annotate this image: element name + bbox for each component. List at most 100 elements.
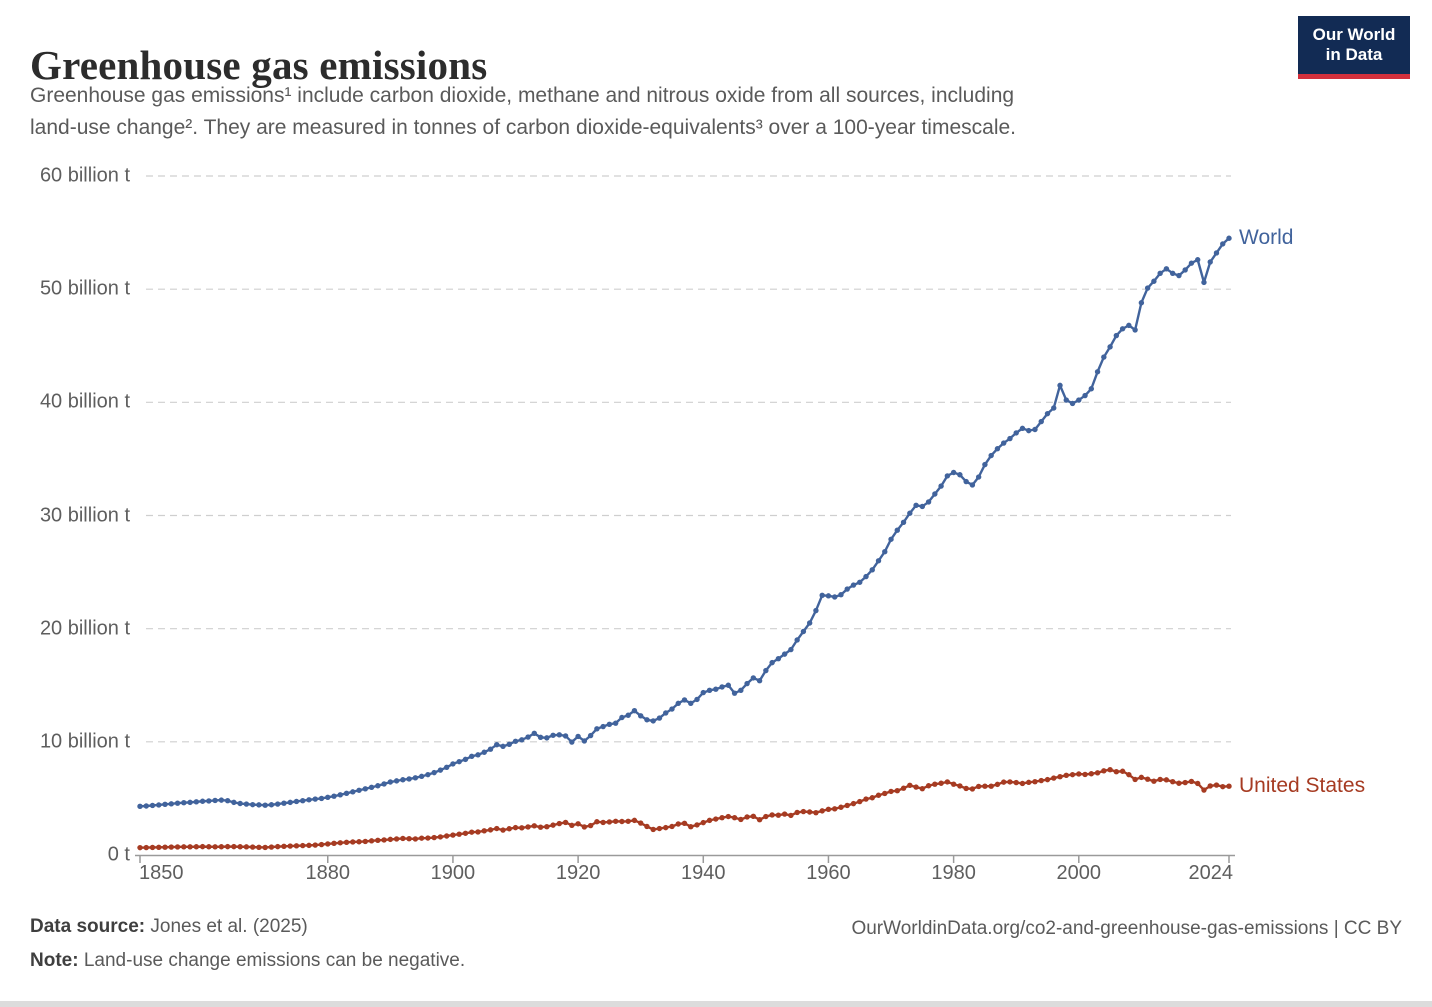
data-point-united-states[interactable] (156, 844, 162, 851)
data-point-united-states[interactable] (1057, 773, 1063, 780)
data-point-world[interactable] (631, 708, 638, 714)
data-point-united-states[interactable] (325, 841, 331, 847)
data-point-world[interactable] (1213, 250, 1220, 256)
data-point-world[interactable] (894, 527, 900, 533)
data-point-world[interactable] (725, 682, 732, 688)
data-point-world[interactable] (1032, 426, 1038, 433)
data-point-united-states[interactable] (437, 834, 444, 840)
data-point-united-states[interactable] (806, 809, 813, 815)
data-point-united-states[interactable] (994, 781, 1001, 788)
data-point-world[interactable] (669, 706, 675, 712)
data-point-united-states[interactable] (262, 844, 268, 851)
data-point-world[interactable] (857, 579, 863, 585)
data-point-world[interactable] (381, 781, 387, 787)
data-point-united-states[interactable] (669, 823, 675, 830)
data-point-world[interactable] (750, 675, 757, 681)
data-point-world[interactable] (487, 746, 494, 752)
data-point-united-states[interactable] (725, 813, 732, 820)
data-point-united-states[interactable] (594, 819, 600, 825)
data-point-united-states[interactable] (1113, 769, 1120, 775)
data-point-world[interactable] (794, 637, 800, 643)
data-point-world[interactable] (368, 784, 375, 791)
data-point-world[interactable] (969, 482, 976, 488)
data-point-world[interactable] (1038, 418, 1044, 425)
data-point-united-states[interactable] (1026, 779, 1032, 786)
data-point-united-states[interactable] (412, 836, 419, 842)
data-point-united-states[interactable] (537, 824, 544, 830)
data-point-world[interactable] (168, 801, 174, 807)
data-point-world[interactable] (769, 659, 775, 666)
data-point-world[interactable] (550, 732, 556, 738)
data-point-united-states[interactable] (731, 814, 738, 821)
data-point-united-states[interactable] (819, 808, 825, 814)
data-point-world[interactable] (688, 700, 694, 707)
data-point-world[interactable] (625, 712, 631, 718)
data-point-world[interactable] (1082, 392, 1088, 399)
data-point-united-states[interactable] (975, 783, 982, 790)
data-point-united-states[interactable] (663, 824, 669, 831)
data-point-united-states[interactable] (875, 792, 882, 798)
data-point-world[interactable] (719, 684, 725, 690)
data-point-united-states[interactable] (1188, 778, 1195, 785)
data-point-united-states[interactable] (362, 838, 369, 845)
data-point-world[interactable] (606, 721, 613, 727)
data-point-united-states[interactable] (256, 844, 262, 851)
data-point-united-states[interactable] (894, 788, 900, 794)
data-point-united-states[interactable] (581, 824, 588, 830)
data-point-world[interactable] (1094, 369, 1101, 375)
data-point-world[interactable] (1007, 435, 1013, 442)
data-point-united-states[interactable] (350, 839, 356, 845)
data-point-united-states[interactable] (512, 824, 519, 831)
data-point-world[interactable] (306, 797, 312, 803)
data-point-united-states[interactable] (788, 812, 794, 819)
data-point-united-states[interactable] (456, 831, 462, 837)
data-point-world[interactable] (675, 700, 681, 707)
data-point-world[interactable] (456, 758, 462, 765)
data-point-united-states[interactable] (963, 785, 969, 792)
data-point-world[interactable] (775, 655, 782, 662)
data-point-united-states[interactable] (312, 842, 318, 848)
data-point-world[interactable] (525, 734, 531, 740)
data-point-united-states[interactable] (1000, 779, 1007, 785)
data-point-world[interactable] (982, 461, 988, 468)
data-point-united-states[interactable] (675, 821, 681, 827)
data-point-world[interactable] (1226, 235, 1232, 241)
data-point-world[interactable] (224, 797, 231, 804)
data-point-united-states[interactable] (481, 828, 487, 834)
data-point-world[interactable] (738, 687, 744, 694)
data-point-united-states[interactable] (857, 798, 863, 805)
data-point-world[interactable] (1176, 272, 1182, 279)
data-point-world[interactable] (706, 687, 713, 694)
data-point-world[interactable] (587, 732, 594, 739)
data-point-united-states[interactable] (224, 843, 231, 850)
data-point-united-states[interactable] (1157, 776, 1163, 783)
data-point-world[interactable] (443, 764, 450, 770)
data-point-world[interactable] (600, 723, 606, 730)
data-point-united-states[interactable] (237, 844, 243, 850)
footer-citation-link[interactable]: OurWorldinData.org/co2-and-greenhouse-ga… (851, 918, 1402, 939)
data-point-united-states[interactable] (612, 818, 619, 824)
data-point-united-states[interactable] (212, 844, 218, 850)
data-point-world[interactable] (137, 803, 143, 810)
data-point-world[interactable] (450, 761, 456, 767)
data-point-world[interactable] (1044, 410, 1051, 417)
data-point-world[interactable] (356, 787, 362, 793)
data-point-united-states[interactable] (231, 843, 237, 850)
data-point-world[interactable] (1113, 332, 1120, 339)
data-point-united-states[interactable] (431, 834, 437, 841)
data-point-united-states[interactable] (500, 827, 506, 833)
data-point-united-states[interactable] (400, 835, 406, 842)
data-point-united-states[interactable] (162, 844, 168, 850)
data-point-world[interactable] (644, 717, 650, 723)
data-point-united-states[interactable] (1207, 783, 1213, 789)
data-point-world[interactable] (744, 680, 750, 687)
data-point-united-states[interactable] (187, 844, 193, 850)
data-point-world[interactable] (475, 752, 481, 758)
data-point-united-states[interactable] (719, 814, 725, 821)
data-point-world[interactable] (556, 732, 563, 738)
data-point-world[interactable] (863, 573, 869, 580)
data-point-world[interactable] (1126, 322, 1132, 329)
series-label-world[interactable]: World (1239, 226, 1294, 250)
data-point-world[interactable] (944, 473, 951, 479)
